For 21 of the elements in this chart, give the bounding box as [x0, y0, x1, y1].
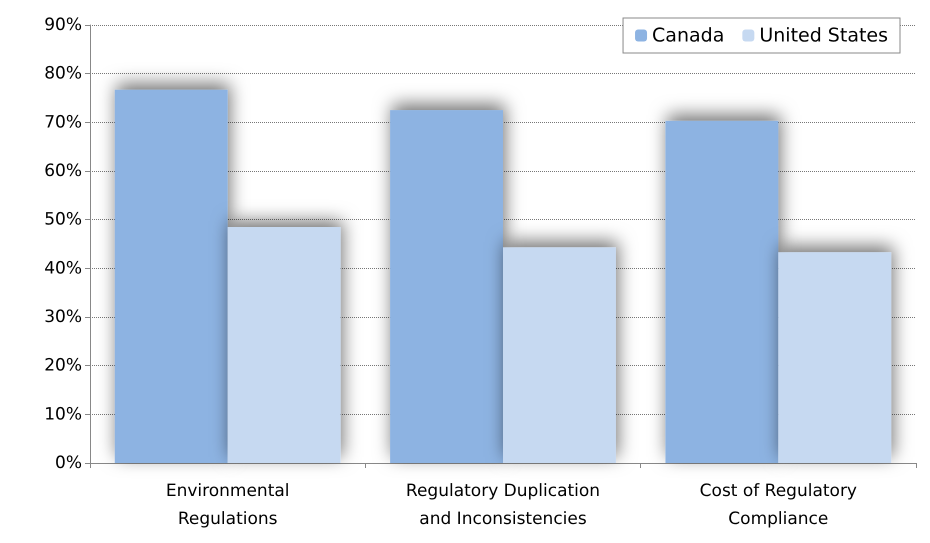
y-tick-label: 90% — [44, 15, 82, 35]
bar — [503, 247, 616, 463]
bar — [390, 110, 503, 463]
y-tick-label: 80% — [44, 64, 82, 84]
x-tick-label: Regulatory Duplication and Inconsistencies — [406, 481, 600, 529]
y-tick-label: 30% — [44, 307, 82, 327]
bar — [228, 226, 341, 463]
x-tick-label: Environmental Regulations — [166, 481, 290, 529]
legend-label: United States — [759, 24, 888, 46]
y-tick-label: 40% — [44, 258, 82, 278]
x-tick-label: Cost of Regulatory Compliance — [700, 481, 857, 529]
legend-label: Canada — [652, 24, 724, 46]
y-tick-label: 70% — [44, 112, 82, 132]
y-tick-label: 10% — [44, 404, 82, 424]
y-tick-label: 0% — [55, 453, 82, 473]
y-tick-label: 20% — [44, 356, 82, 376]
y-tick-label: 50% — [44, 210, 82, 230]
bar — [114, 90, 228, 463]
y-tick-label: 60% — [44, 161, 82, 181]
bar — [778, 252, 892, 463]
bar — [665, 120, 778, 463]
